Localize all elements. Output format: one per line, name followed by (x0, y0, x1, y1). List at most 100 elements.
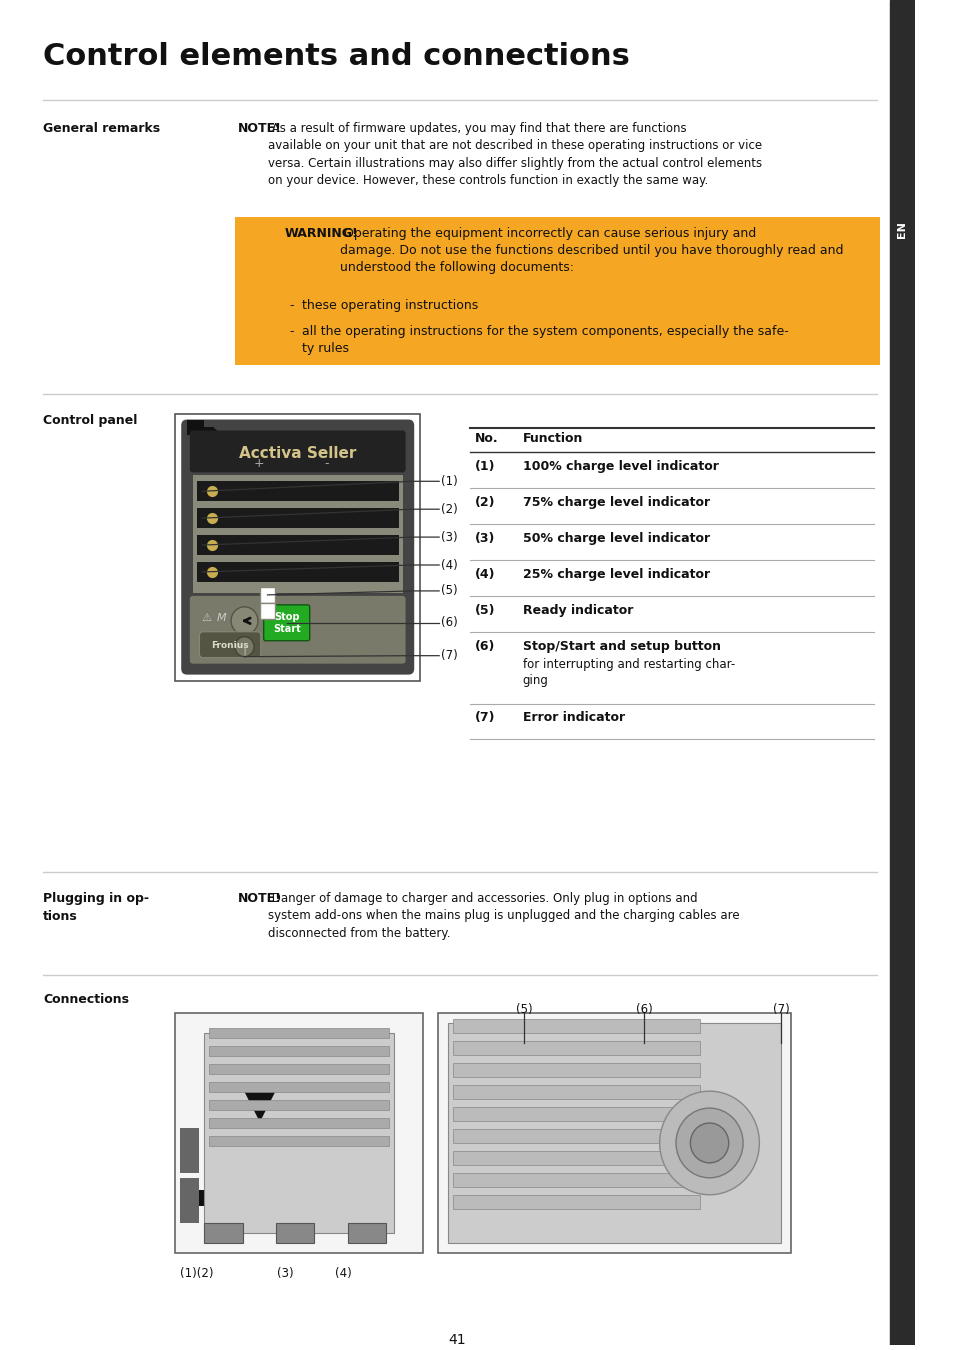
Bar (196, 482, 398, 501)
Text: (6): (6) (636, 1003, 652, 1017)
Text: 100% charge level indicator: 100% charge level indicator (522, 460, 718, 474)
Ellipse shape (210, 1199, 217, 1208)
Text: Stop/Start and setup button: Stop/Start and setup button (522, 640, 720, 653)
Text: (3): (3) (475, 532, 495, 545)
Bar (259, 603, 274, 618)
Bar (452, 1107, 700, 1120)
Bar (889, 0, 914, 1345)
Bar (196, 508, 398, 528)
FancyBboxPatch shape (181, 420, 414, 675)
Text: Stop: Stop (274, 612, 299, 622)
Text: Operating the equipment incorrectly can cause serious injury and
damage. Do not : Operating the equipment incorrectly can … (340, 227, 843, 274)
Bar (209, 1118, 389, 1129)
Text: Error indicator: Error indicator (522, 711, 624, 725)
Bar (204, 1033, 394, 1233)
Text: (6): (6) (475, 640, 495, 653)
Text: As a result of firmware updates, you may find that there are functions
available: As a result of firmware updates, you may… (268, 122, 761, 188)
Text: M: M (216, 613, 226, 622)
Text: |: | (242, 643, 247, 655)
Bar (209, 1064, 389, 1075)
Text: -: - (324, 456, 329, 470)
Bar (180, 1177, 199, 1223)
Text: Control elements and connections: Control elements and connections (43, 42, 629, 70)
Bar (275, 1223, 314, 1242)
Text: (4): (4) (440, 559, 457, 571)
Bar (447, 1023, 781, 1242)
Text: (4): (4) (335, 1266, 352, 1280)
Text: NOTE!: NOTE! (237, 892, 281, 904)
Circle shape (231, 608, 257, 634)
Bar (452, 1173, 700, 1187)
Text: Plugging in op-
tions: Plugging in op- tions (43, 892, 149, 923)
Bar (452, 1195, 700, 1208)
Text: (2): (2) (475, 497, 495, 509)
Bar (452, 1129, 700, 1143)
Text: Connections: Connections (43, 994, 129, 1007)
Bar (259, 587, 274, 603)
Text: Ready indicator: Ready indicator (522, 603, 632, 617)
Bar (204, 1223, 242, 1242)
Text: +: + (253, 456, 264, 470)
Bar (209, 1100, 389, 1110)
Text: for interrupting and restarting char-
ging: for interrupting and restarting char- gi… (522, 657, 734, 687)
Circle shape (676, 1108, 742, 1177)
Text: all the operating instructions for the system components, especially the safe-
t: all the operating instructions for the s… (302, 325, 788, 355)
Bar (348, 1223, 386, 1242)
Text: (7): (7) (475, 711, 495, 725)
Text: Danger of damage to charger and accessories. Only plug in options and
system add: Danger of damage to charger and accessor… (268, 892, 740, 940)
Bar (452, 1085, 700, 1099)
Text: (5): (5) (516, 1003, 532, 1017)
Text: (1): (1) (440, 475, 457, 487)
Bar (437, 1014, 790, 1253)
Text: WARNING!: WARNING! (285, 227, 358, 240)
Text: (2): (2) (440, 502, 457, 516)
FancyBboxPatch shape (190, 431, 405, 472)
Bar (193, 475, 402, 593)
Bar (234, 217, 880, 364)
Text: 25% charge level indicator: 25% charge level indicator (522, 568, 709, 580)
Bar (209, 1135, 389, 1146)
Text: NOTE!: NOTE! (237, 122, 281, 135)
Text: Function: Function (522, 432, 582, 446)
Text: (1): (1) (475, 460, 495, 474)
Text: No.: No. (475, 432, 497, 446)
FancyBboxPatch shape (199, 632, 260, 657)
Bar (196, 535, 398, 555)
Text: (6): (6) (440, 617, 457, 629)
Circle shape (659, 1091, 759, 1195)
Bar (209, 1029, 389, 1038)
Bar (196, 562, 398, 582)
Text: these operating instructions: these operating instructions (302, 298, 477, 312)
Text: (7): (7) (772, 1003, 789, 1017)
Text: !: ! (256, 234, 263, 247)
Text: (5): (5) (475, 603, 495, 617)
FancyBboxPatch shape (263, 605, 310, 641)
Circle shape (234, 637, 253, 656)
Bar (452, 1152, 700, 1165)
Text: (3): (3) (277, 1266, 294, 1280)
Bar (452, 1041, 700, 1056)
Text: 75% charge level indicator: 75% charge level indicator (522, 497, 709, 509)
Text: Fronius: Fronius (211, 641, 249, 651)
Bar (452, 1019, 700, 1033)
FancyBboxPatch shape (190, 595, 405, 664)
Text: (1)(2): (1)(2) (179, 1266, 213, 1280)
Bar (209, 1083, 389, 1092)
Text: -: - (290, 325, 294, 338)
Circle shape (690, 1123, 728, 1162)
Bar (175, 413, 419, 680)
Polygon shape (187, 420, 213, 440)
Bar (452, 1064, 700, 1077)
Text: ⚠: ⚠ (201, 613, 211, 622)
Bar (180, 1129, 199, 1173)
Text: (5): (5) (440, 585, 457, 598)
Polygon shape (242, 1088, 276, 1122)
Text: EN: EN (897, 221, 906, 238)
Text: 50% charge level indicator: 50% charge level indicator (522, 532, 709, 545)
Text: -: - (290, 298, 294, 312)
Bar (209, 1046, 389, 1056)
Polygon shape (187, 1189, 213, 1210)
Text: (4): (4) (475, 568, 495, 580)
Text: Control panel: Control panel (43, 413, 137, 427)
Text: 41: 41 (448, 1334, 466, 1347)
